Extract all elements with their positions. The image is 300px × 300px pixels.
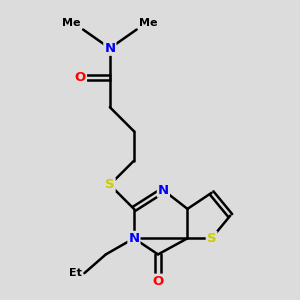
Text: S: S bbox=[105, 178, 115, 191]
Text: O: O bbox=[152, 275, 164, 288]
Text: O: O bbox=[75, 71, 86, 84]
Text: N: N bbox=[158, 184, 169, 197]
Text: S: S bbox=[207, 232, 216, 245]
Text: N: N bbox=[104, 42, 116, 55]
Text: Me: Me bbox=[139, 18, 158, 28]
Text: N: N bbox=[128, 232, 140, 245]
Text: Et: Et bbox=[69, 268, 82, 278]
Text: Me: Me bbox=[62, 18, 80, 28]
